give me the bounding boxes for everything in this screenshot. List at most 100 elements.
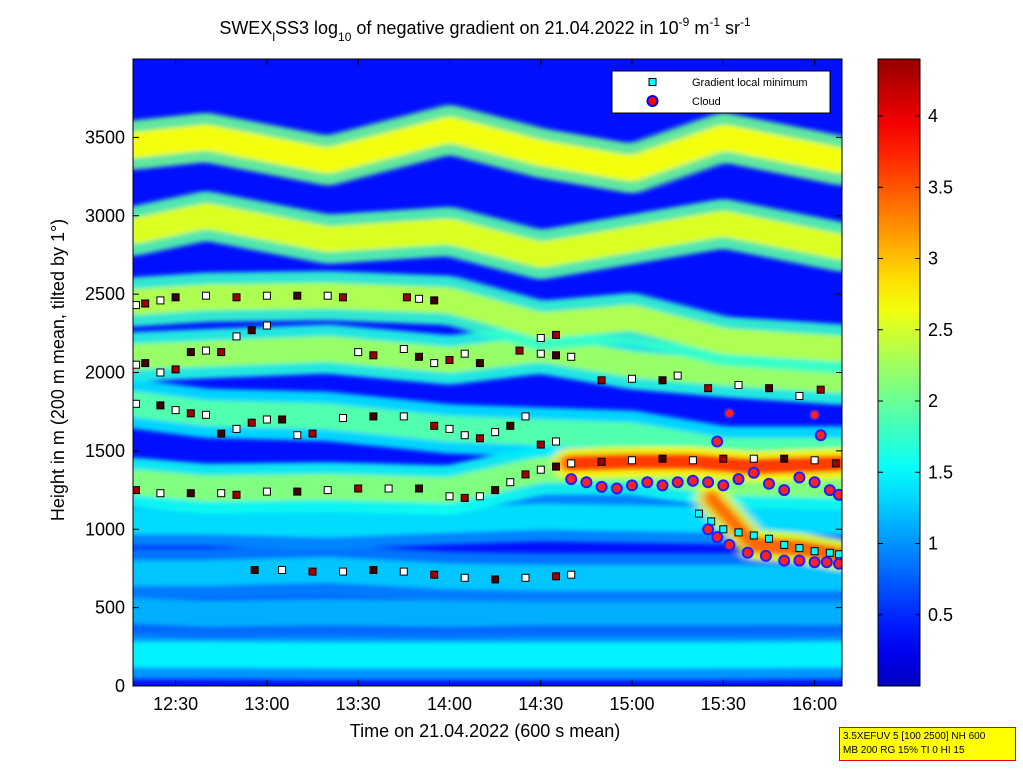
- gradient-min-marker: [831, 459, 840, 468]
- gradient-min-marker: [795, 544, 804, 553]
- heatmap-band-2: [133, 557, 842, 591]
- cloud-marker: [565, 473, 578, 486]
- gradient-min-marker: [521, 470, 530, 479]
- cloud-marker: [808, 556, 821, 569]
- gradient-min-marker: [217, 348, 226, 357]
- cloud-marker: [814, 429, 827, 442]
- gradient-min-marker: [491, 428, 500, 437]
- gradient-min-marker: [810, 547, 819, 556]
- cloud-marker: [823, 484, 836, 497]
- gradient-min-marker: [765, 534, 773, 543]
- gradient-min-marker: [399, 567, 408, 576]
- cloud-marker: [717, 479, 730, 492]
- gradient-min-marker: [445, 492, 454, 501]
- x-tick-label: 13:00: [244, 694, 289, 714]
- gradient-min-marker: [171, 293, 180, 302]
- scatter-markers: [133, 291, 842, 584]
- cloud-marker: [808, 476, 821, 489]
- gradient-min-marker: [278, 566, 287, 574]
- x-tick-label: 15:00: [610, 694, 655, 714]
- x-axis-label: Time on 21.04.2022 (600 s mean): [350, 721, 621, 741]
- cloud-marker: [763, 477, 775, 490]
- gradient-min-marker: [369, 566, 378, 574]
- gradient-min-marker: [430, 421, 439, 430]
- gradient-min-marker: [232, 332, 241, 341]
- gradient-min-marker: [232, 424, 241, 433]
- gradient-min-marker: [506, 478, 515, 487]
- gradient-min-marker: [415, 484, 423, 493]
- gradient-min-marker: [247, 326, 256, 335]
- gradient-min-marker: [262, 321, 271, 330]
- cloud-marker: [702, 523, 715, 536]
- y-axis-label: Height in m (200 m mean, tilted by 1°): [48, 219, 68, 521]
- gradient-min-marker: [133, 301, 140, 310]
- gradient-min-marker: [133, 486, 140, 495]
- gradient-min-marker: [232, 490, 241, 499]
- cloud-marker: [702, 476, 715, 489]
- gradient-min-marker: [430, 570, 439, 579]
- gradient-min-marker: [369, 351, 378, 360]
- y-axis: 0 500 1000 1500 2000 2500 3000 3500: [85, 127, 842, 696]
- gradient-min-marker: [399, 412, 408, 421]
- colorbar-tick-label: 3.5: [928, 177, 953, 197]
- gradient-min-marker: [369, 412, 378, 421]
- cloud-marker: [793, 554, 806, 567]
- gradient-min-marker: [695, 509, 703, 518]
- gradient-min-marker: [628, 456, 636, 465]
- cloud-marker: [741, 546, 754, 559]
- gradient-min-marker: [835, 550, 842, 559]
- heatmap-band-6: [133, 336, 842, 394]
- gradient-min-marker: [521, 573, 530, 582]
- gradient-min-marker: [308, 429, 317, 438]
- colorbar-tick-label: 2: [928, 391, 938, 411]
- parameter-info-line-1: 3.5XEFUV 5 [100 2500] NH 600: [843, 731, 986, 742]
- gradient-min-marker: [673, 371, 682, 380]
- cloud-marker: [833, 557, 842, 570]
- cloud-marker: [793, 471, 806, 484]
- gradient-min-marker: [658, 376, 667, 385]
- gradient-min-marker: [156, 368, 165, 377]
- cloud-marker: [580, 476, 593, 489]
- colorbar-tick-label: 2.5: [928, 320, 953, 340]
- cloud-marker: [711, 531, 724, 544]
- heatmap-band-8: [133, 202, 842, 268]
- gradient-min-marker: [688, 456, 697, 465]
- gradient-min-marker: [445, 356, 454, 364]
- gradient-min-marker: [323, 291, 332, 300]
- cloud-marker: [759, 549, 772, 562]
- gradient-min-marker: [156, 401, 165, 410]
- gradient-min-marker: [308, 567, 317, 576]
- chart-title: SWEXlSS3 log10 of negative gradient on 2…: [219, 15, 751, 44]
- gradient-min-marker: [825, 548, 834, 557]
- gradient-min-marker: [247, 418, 256, 427]
- cloud-marker: [778, 554, 791, 567]
- gradient-min-marker: [780, 540, 789, 549]
- heatmap-band-0: [133, 641, 842, 669]
- colorbar-tick-label: 3: [928, 249, 938, 269]
- cloud-hotspot-band-1: [703, 489, 842, 564]
- legend-marker-cloud: [646, 95, 659, 107]
- gradient-min-marker: [536, 440, 545, 449]
- gradient-min-marker: [339, 567, 347, 576]
- gradient-min-marker: [475, 359, 484, 368]
- cloud-marker: [671, 476, 684, 489]
- gradient-min-marker: [262, 487, 271, 496]
- gradient-min-marker: [339, 293, 347, 302]
- heatmap-band-7: [133, 282, 842, 362]
- y-tick-label: 0: [115, 676, 125, 696]
- gradient-min-marker: [402, 293, 411, 302]
- gradient-min-marker: [399, 345, 408, 353]
- gradient-min-marker: [719, 525, 728, 534]
- cloud-marker: [747, 466, 760, 479]
- gradient-min-marker: [552, 572, 560, 581]
- gradient-min-marker: [202, 291, 210, 300]
- cloud-marker: [610, 482, 623, 495]
- gradient-min-marker: [552, 351, 560, 360]
- gradient-min-marker: [597, 376, 606, 385]
- colorbar-tick-label: 1: [928, 534, 938, 554]
- gradient-min-marker: [536, 349, 545, 358]
- gradient-min-marker: [217, 429, 226, 438]
- gradient-min-marker: [567, 570, 576, 579]
